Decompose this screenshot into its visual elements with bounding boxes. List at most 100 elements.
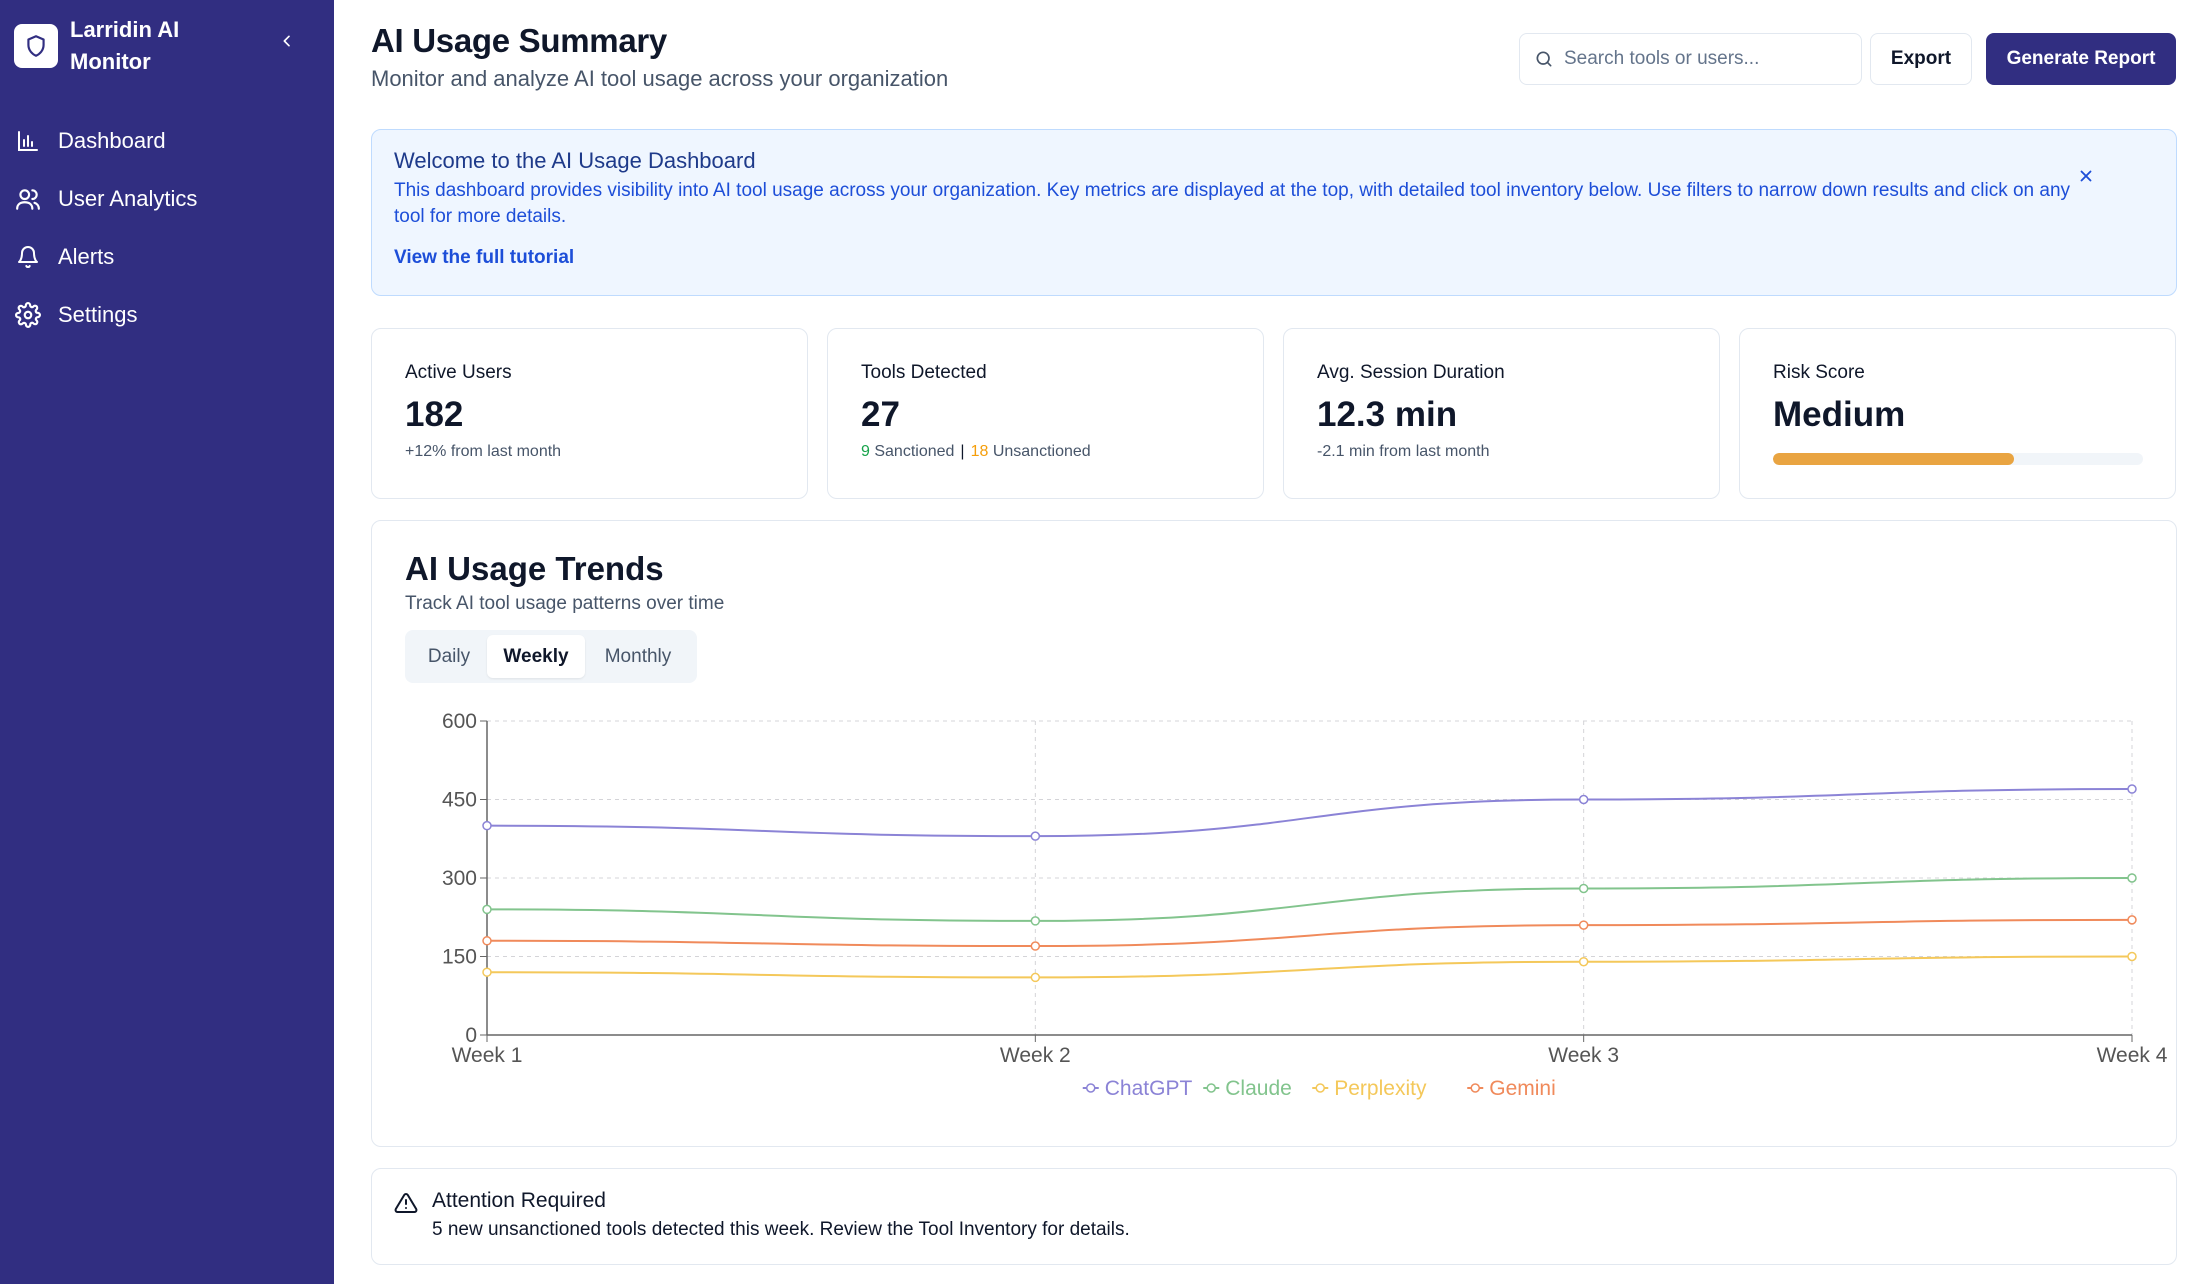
banner-title: Welcome to the AI Usage Dashboard (394, 148, 756, 173)
generate-report-button[interactable]: Generate Report (1986, 33, 2176, 85)
bell-icon (14, 243, 42, 271)
chatgpt-series-line (486, 788, 2133, 838)
collapse-sidebar-button[interactable] (274, 28, 300, 54)
attention-alert: Attention Required 5 new unsanctioned to… (371, 1168, 2177, 1265)
metric-change: +12% from last month (405, 443, 562, 460)
separator: | (960, 443, 965, 460)
page-subtitle: Monitor and analyze AI tool usage across… (371, 66, 949, 91)
gear-icon (14, 301, 42, 329)
tutorial-link[interactable]: View the full tutorial (394, 247, 575, 268)
chatgpt-data-point (482, 820, 492, 831)
y-tick-label: 300 (442, 867, 477, 890)
gemini-legend-marker (1470, 1083, 1480, 1093)
sidebar-item-dashboard[interactable]: Dashboard (0, 112, 334, 170)
sidebar-item-user-analytics[interactable]: User Analytics (0, 170, 334, 228)
metric-value: Medium (1773, 395, 1906, 434)
metric-label: Tools Detected (861, 362, 987, 383)
unsanctioned-label: Unsanctioned (992, 443, 1091, 460)
claude-data-point (1578, 883, 1589, 894)
y-tick-label: 0 (465, 1024, 477, 1047)
sidebar-item-label: Alerts (58, 244, 115, 269)
sidebar-item-settings[interactable]: Settings (0, 286, 334, 344)
app-name: Larridin AI Monitor (70, 17, 180, 74)
chatgpt-legend-marker (1086, 1083, 1096, 1093)
risk-progress-bar (1773, 453, 2143, 465)
x-tick-label: Week 1 (452, 1044, 523, 1067)
session-duration-card: Avg. Session Duration 12.3 min -2.1 min … (1283, 328, 1720, 499)
attention-text: 5 new unsanctioned tools detected this w… (432, 1219, 1130, 1240)
metric-label: Active Users (405, 362, 512, 383)
usage-trends-card: AI Usage Trends Track AI tool usage patt… (371, 520, 2177, 1147)
tab-daily[interactable]: Daily (427, 645, 471, 667)
metric-change: -2.1 min from last month (1317, 443, 1490, 460)
shield-logo-icon (14, 24, 58, 68)
chatgpt-legend-label: ChatGPT (1105, 1077, 1193, 1100)
search-input[interactable] (1564, 48, 1844, 70)
sidebar-item-alerts[interactable]: Alerts (0, 228, 334, 286)
search-icon (1536, 51, 1552, 67)
claude-data-point (1030, 916, 1041, 926)
metric-value: 12.3 min (1317, 395, 1458, 434)
period-tabs: Daily Weekly Monthly (405, 630, 697, 683)
active-users-card: Active Users 182 +12% from last month (371, 328, 808, 499)
trends-subtitle: Track AI tool usage patterns over time (405, 593, 725, 614)
users-icon (14, 185, 42, 213)
metric-label: Risk Score (1773, 362, 1865, 383)
y-tick-label: 450 (442, 789, 477, 812)
chatgpt-data-point (1030, 831, 1041, 841)
chatgpt-data-point (1578, 794, 1589, 805)
chatgpt-data-point (2127, 784, 2137, 794)
perplexity-legend-label: Perplexity (1334, 1077, 1427, 1100)
claude-data-point (482, 904, 492, 915)
y-tick-label: 150 (442, 946, 477, 969)
usage-trends-chart: 0 150 300 450 600 Week 1 Week 2 Week 3 Week 4 Cha… (442, 710, 2168, 1100)
gemini-data-point (2127, 915, 2137, 925)
close-icon (2080, 170, 2092, 182)
sidebar-item-label: User Analytics (58, 186, 198, 211)
search-box[interactable] (1519, 33, 1862, 85)
sidebar-item-label: Settings (58, 302, 138, 327)
close-banner-button[interactable] (2074, 164, 2098, 188)
x-tick-label: Week 4 (2097, 1044, 2168, 1067)
chevron-left-icon (283, 35, 290, 47)
gemini-series-line (486, 918, 2133, 948)
export-button[interactable]: Export (1870, 33, 1972, 85)
tools-detected-card: Tools Detected 27 9 Sanctioned | 18 Unsanc… (827, 328, 1264, 499)
warning-triangle-icon (394, 1192, 418, 1213)
welcome-banner: Welcome to the AI Usage Dashboard This d… (371, 129, 2177, 296)
claude-legend-label: Claude (1225, 1077, 1292, 1100)
perplexity-data-point (1030, 972, 1041, 983)
risk-progress-fill (1773, 453, 2014, 465)
metric-label: Avg. Session Duration (1317, 362, 1505, 383)
x-tick-label: Week 2 (1000, 1044, 1071, 1067)
perplexity-legend-marker (1315, 1083, 1325, 1093)
main-content: AI Usage Summary Monitor and analyze AI … (334, 0, 2200, 1284)
claude-legend-marker (1206, 1083, 1216, 1093)
perplexity-data-point (482, 967, 492, 977)
attention-title: Attention Required (432, 1189, 606, 1212)
sanctioned-count: 9 (861, 443, 870, 460)
trends-title: AI Usage Trends (405, 550, 664, 587)
x-tick-label: Week 3 (1548, 1044, 1619, 1067)
page-title: AI Usage Summary (371, 22, 667, 59)
gemini-data-point (482, 936, 492, 946)
y-tick-label: 600 (442, 710, 477, 733)
perplexity-data-point (2127, 951, 2137, 962)
tab-weekly[interactable]: Weekly (487, 635, 585, 678)
bar-chart-icon (14, 127, 42, 155)
claude-series-line (486, 877, 2133, 922)
claude-data-point (2127, 873, 2137, 883)
metric-value: 27 (861, 395, 900, 434)
banner-text: This dashboard provides visibility into … (394, 180, 2071, 227)
metric-value: 182 (405, 395, 464, 434)
gemini-legend-label: Gemini (1489, 1077, 1556, 1100)
gemini-data-point (1030, 941, 1041, 951)
sidebar-item-label: Dashboard (58, 128, 166, 153)
sidebar-nav: Dashboard User Analytics Alerts Settings (0, 112, 334, 344)
unsanctioned-count: 18 (970, 443, 989, 460)
gemini-data-point (1578, 920, 1589, 930)
tab-monthly[interactable]: Monthly (604, 645, 672, 667)
tools-breakdown: 9 Sanctioned | 18 Unsanctioned (861, 443, 1091, 461)
brand: Larridin AI Monitor (14, 14, 220, 78)
perplexity-data-point (1578, 956, 1589, 967)
